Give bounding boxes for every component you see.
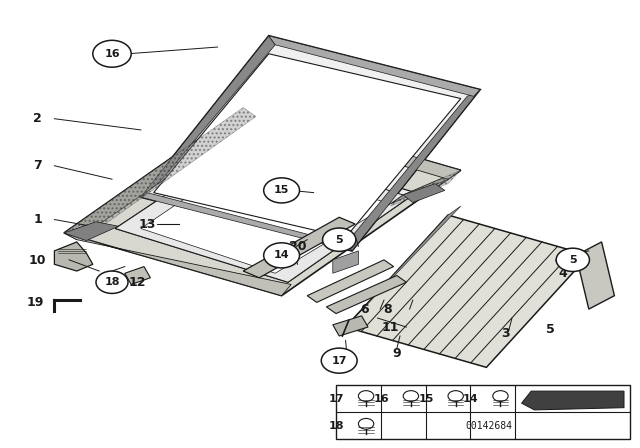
Text: 2: 2	[33, 112, 42, 125]
Polygon shape	[346, 206, 461, 327]
Polygon shape	[390, 170, 461, 206]
Polygon shape	[64, 233, 291, 296]
Text: 19: 19	[26, 296, 44, 309]
Text: 16: 16	[104, 49, 120, 59]
Polygon shape	[141, 193, 352, 251]
Polygon shape	[237, 108, 461, 179]
Circle shape	[96, 271, 128, 293]
Polygon shape	[390, 170, 461, 204]
Polygon shape	[403, 184, 445, 202]
Text: 6: 6	[360, 302, 369, 316]
Text: 18: 18	[329, 422, 344, 431]
Circle shape	[264, 178, 300, 203]
Polygon shape	[333, 316, 368, 336]
Polygon shape	[64, 222, 118, 241]
Polygon shape	[326, 276, 406, 314]
Text: 17: 17	[329, 394, 344, 404]
Text: 3: 3	[501, 327, 510, 340]
Polygon shape	[125, 267, 150, 284]
Text: 4: 4	[559, 267, 568, 280]
Polygon shape	[54, 242, 93, 271]
Text: 12: 12	[129, 276, 147, 289]
Polygon shape	[141, 36, 480, 251]
Text: 8: 8	[383, 302, 392, 316]
Polygon shape	[154, 54, 461, 237]
Polygon shape	[64, 108, 250, 240]
Text: 10: 10	[28, 254, 46, 267]
Text: 17: 17	[332, 356, 347, 366]
Polygon shape	[115, 143, 410, 282]
Text: 15: 15	[419, 394, 434, 404]
Polygon shape	[141, 159, 390, 273]
Text: 18: 18	[104, 277, 120, 287]
Polygon shape	[64, 108, 461, 296]
Polygon shape	[64, 108, 256, 240]
Circle shape	[321, 348, 357, 373]
Text: 1: 1	[34, 213, 43, 226]
Circle shape	[264, 243, 300, 268]
Text: 11: 11	[381, 320, 399, 334]
Polygon shape	[346, 90, 480, 251]
Text: 5: 5	[335, 235, 343, 245]
Polygon shape	[576, 242, 614, 309]
Text: 16: 16	[374, 394, 389, 404]
Polygon shape	[115, 143, 416, 282]
Polygon shape	[346, 215, 589, 367]
Circle shape	[93, 40, 131, 67]
Circle shape	[336, 235, 349, 244]
Polygon shape	[243, 217, 355, 278]
Text: 20: 20	[289, 240, 307, 253]
Circle shape	[323, 228, 356, 251]
Circle shape	[556, 248, 589, 271]
Polygon shape	[522, 391, 624, 410]
Text: 15: 15	[274, 185, 289, 195]
Polygon shape	[269, 36, 480, 96]
Polygon shape	[307, 260, 394, 302]
Text: 5: 5	[569, 255, 577, 265]
Text: 00142684: 00142684	[465, 421, 513, 431]
Polygon shape	[141, 36, 275, 197]
Text: 13: 13	[138, 217, 156, 231]
Text: 9: 9	[392, 347, 401, 361]
Text: 14: 14	[274, 250, 289, 260]
Text: 7: 7	[33, 159, 42, 172]
Polygon shape	[333, 251, 358, 273]
Text: 5: 5	[546, 323, 555, 336]
FancyBboxPatch shape	[336, 385, 630, 439]
Text: 14: 14	[463, 394, 479, 404]
